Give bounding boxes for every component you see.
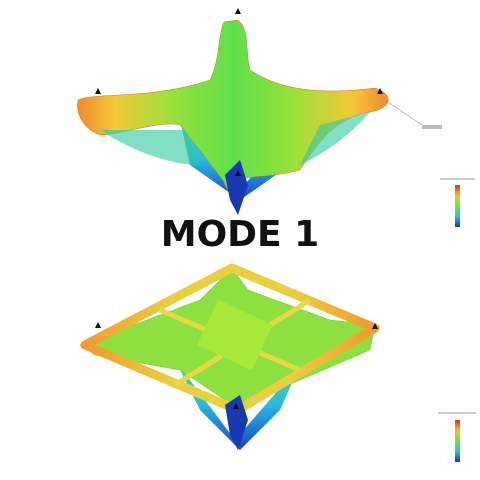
leader — [384, 99, 426, 128]
legend-heading — [440, 178, 475, 180]
arm-shade — [100, 130, 200, 165]
caption-title: MODE 1 — [161, 214, 319, 255]
pin — [235, 170, 241, 176]
legend-heading — [438, 412, 476, 414]
arms — [77, 19, 389, 190]
pin — [372, 323, 378, 329]
center-plate — [197, 299, 273, 371]
model-bottom — [79, 263, 380, 450]
model-top — [77, 8, 442, 215]
pin — [95, 322, 101, 328]
legend-bar — [455, 185, 460, 227]
pin — [233, 403, 239, 409]
underside — [175, 360, 300, 450]
legend-bar — [455, 420, 460, 462]
core — [225, 395, 248, 450]
core — [225, 160, 248, 215]
arm-shade — [300, 112, 370, 165]
pin — [377, 88, 383, 94]
tag — [422, 125, 442, 129]
pin — [235, 8, 241, 14]
pin — [95, 88, 101, 94]
